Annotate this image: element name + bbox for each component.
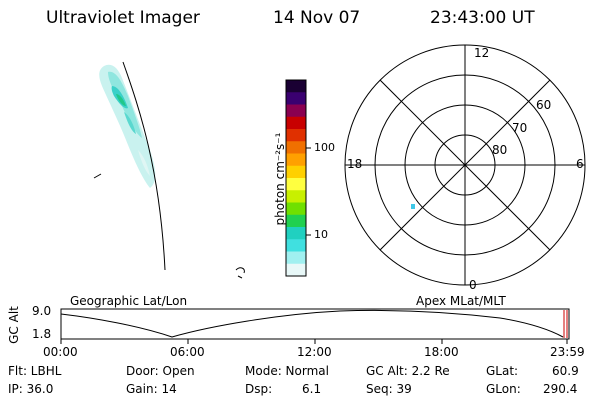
color-bar-segment bbox=[286, 104, 306, 118]
gain-status: Gain: 14 bbox=[126, 382, 177, 396]
color-bar-segment bbox=[286, 190, 306, 204]
polar-lat-70: 70 bbox=[512, 121, 528, 135]
glat-value: 60.9 bbox=[552, 364, 579, 378]
colorbar-unit-label: photon cm⁻²s⁻¹ bbox=[273, 132, 287, 226]
colorbar-tick-label-10: 10 bbox=[314, 228, 328, 241]
color-bar-segment bbox=[286, 239, 306, 253]
color-bar-segment bbox=[286, 116, 306, 130]
glat-label: GLat: bbox=[486, 364, 519, 378]
apex-title: Apex MLat/MLT bbox=[416, 294, 506, 308]
time-label: 23:43:00 UT bbox=[430, 8, 535, 28]
polar-lat-60: 60 bbox=[536, 98, 552, 112]
ip-status: IP: 36.0 bbox=[8, 382, 54, 396]
color-bar-segment bbox=[286, 202, 306, 216]
timeline-tick-1200: 12:00 bbox=[297, 345, 332, 359]
polar-lat-80: 80 bbox=[492, 143, 508, 157]
altitude-timeline-frame bbox=[60, 308, 570, 340]
polar-hour-18: 18 bbox=[347, 157, 363, 171]
dsp-value: 6.1 bbox=[302, 382, 322, 396]
timeline-tick-0000: 00:00 bbox=[43, 345, 78, 359]
color-bar-segment bbox=[286, 129, 306, 142]
color-bar-segment bbox=[286, 165, 306, 179]
color-bar-segment bbox=[286, 141, 306, 155]
color-bar-frame bbox=[285, 79, 307, 277]
glon-value: 290.4 bbox=[543, 382, 578, 396]
color-bar-segment bbox=[286, 227, 306, 240]
geographic-title: Geographic Lat/Lon bbox=[70, 294, 188, 308]
timeline-tick-1800: 18:00 bbox=[424, 345, 459, 359]
auroral-image bbox=[99, 64, 156, 188]
polar-hour-0: 0 bbox=[469, 278, 477, 292]
polar-hour-12: 12 bbox=[474, 46, 490, 60]
color-bar-segment bbox=[286, 178, 306, 191]
door-status: Door: Open bbox=[126, 364, 195, 378]
color-bar-segment bbox=[286, 263, 306, 277]
gc-alt-status: GC Alt: 2.2 Re bbox=[366, 364, 450, 378]
color-bar bbox=[286, 80, 306, 277]
color-bar-segment bbox=[286, 80, 306, 93]
color-bar-segment bbox=[286, 92, 306, 106]
timeline-tick-0600: 06:00 bbox=[170, 345, 205, 359]
timeline-axis-label: GC Alt bbox=[7, 306, 21, 344]
polar-emission-spot bbox=[411, 204, 415, 209]
colorbar-tick-label-100: 100 bbox=[314, 141, 335, 154]
glon-label: GLon: bbox=[486, 382, 521, 396]
coastline-fragment bbox=[235, 267, 245, 279]
earth-limb-curve bbox=[122, 61, 166, 271]
timeline-ymin-label: 1.8 bbox=[32, 327, 52, 341]
color-bar-segment bbox=[286, 214, 306, 228]
color-bar-segment bbox=[286, 153, 306, 167]
polar-plot bbox=[344, 44, 586, 286]
filter-status: Flt: LBHL bbox=[8, 364, 62, 378]
dsp-label: Dsp: bbox=[245, 382, 273, 396]
date-label: 14 Nov 07 bbox=[273, 8, 361, 28]
timeline-ymax-label: 9.0 bbox=[32, 304, 52, 318]
color-bar-segment bbox=[286, 251, 306, 265]
terminator-mark bbox=[93, 173, 102, 179]
sequence-status: Seq: 39 bbox=[366, 382, 412, 396]
polar-hour-6: 6 bbox=[576, 157, 584, 171]
mode-status: Mode: Normal bbox=[245, 364, 329, 378]
instrument-title: Ultraviolet Imager bbox=[46, 8, 200, 28]
timeline-tick-2359: 23:59 bbox=[550, 345, 585, 359]
altitude-curve bbox=[60, 309, 564, 338]
timeline-ticks bbox=[60, 339, 568, 344]
